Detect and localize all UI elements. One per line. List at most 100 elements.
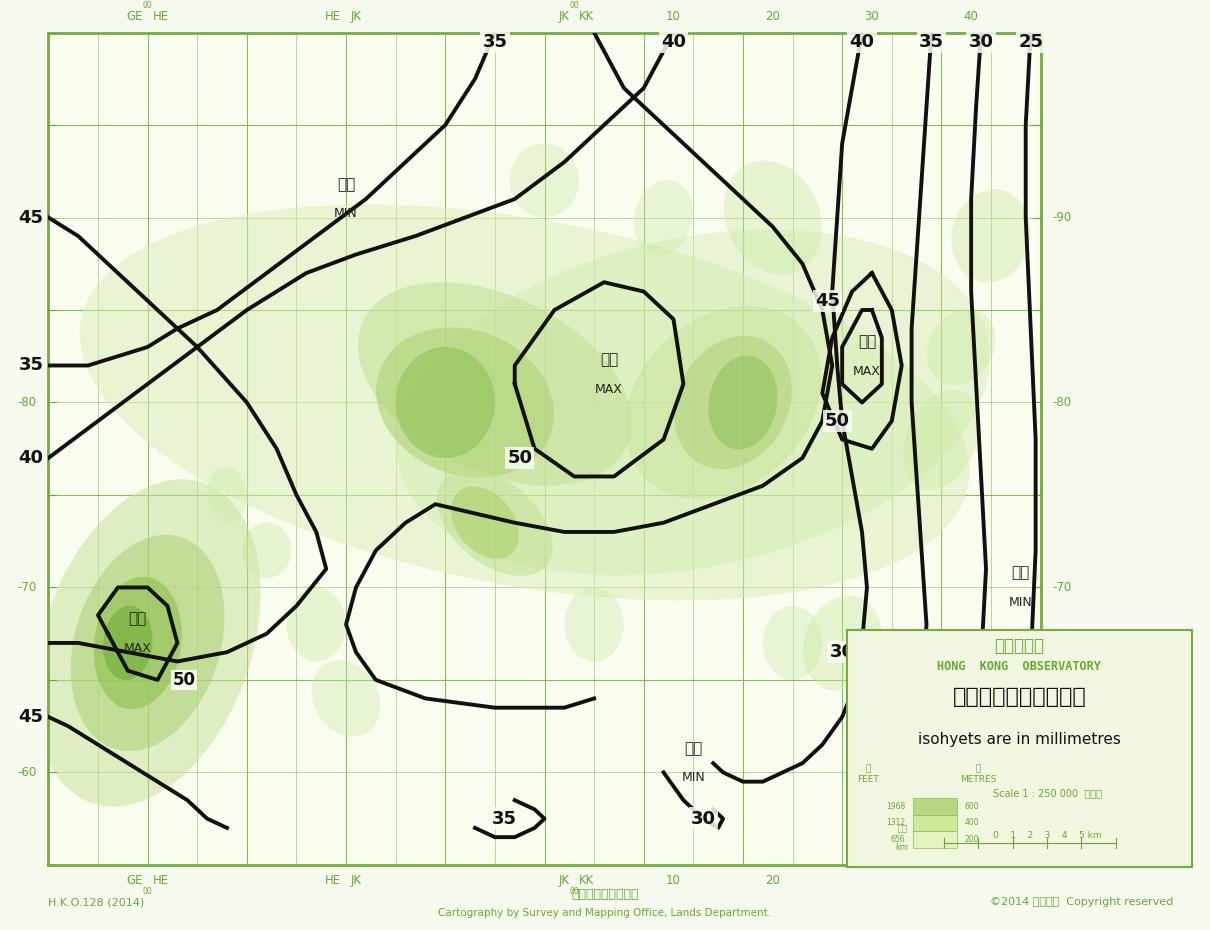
Ellipse shape [927, 309, 996, 385]
Ellipse shape [509, 143, 580, 218]
Text: 最低: 最低 [1012, 565, 1030, 580]
Ellipse shape [626, 306, 822, 499]
Text: HE: HE [152, 874, 168, 887]
Text: MAX: MAX [853, 365, 881, 378]
Text: 656: 656 [891, 835, 905, 844]
Ellipse shape [564, 588, 624, 661]
Text: 最高: 最高 [128, 611, 146, 627]
Text: isohyets are in millimetres: isohyets are in millimetres [918, 732, 1120, 747]
Text: H.K.O.128 (2014): H.K.O.128 (2014) [48, 897, 145, 907]
Ellipse shape [903, 389, 980, 490]
Text: 40: 40 [18, 449, 44, 467]
Text: -60: -60 [1053, 766, 1072, 779]
Text: 00: 00 [570, 1, 580, 10]
Text: 400: 400 [964, 818, 979, 828]
Ellipse shape [242, 523, 292, 578]
Text: 50: 50 [172, 671, 196, 689]
Text: 呎
FEET: 呎 FEET [857, 764, 878, 784]
Text: 35: 35 [918, 33, 944, 51]
Text: HONG  KONG  OBSERVATORY: HONG KONG OBSERVATORY [938, 660, 1101, 673]
Text: 1312: 1312 [887, 818, 905, 828]
Text: -90: -90 [17, 211, 36, 224]
Ellipse shape [724, 161, 822, 274]
Text: 50: 50 [825, 412, 849, 430]
Text: JK: JK [351, 874, 362, 887]
Text: KK: KK [580, 874, 594, 887]
Text: 45: 45 [814, 292, 840, 310]
Text: 0    1    2    3    4    5 km: 0 1 2 3 4 5 km [992, 831, 1101, 840]
Text: 30: 30 [909, 726, 934, 744]
Text: JK: JK [558, 10, 569, 23]
Ellipse shape [207, 467, 247, 523]
Ellipse shape [634, 179, 693, 255]
Text: KK: KK [580, 10, 594, 23]
Ellipse shape [35, 479, 260, 806]
Text: Scale 1 : 250 000  比例尺: Scale 1 : 250 000 比例尺 [992, 789, 1101, 799]
Text: 35: 35 [18, 356, 44, 375]
Text: MIN: MIN [1009, 596, 1032, 609]
Text: 25: 25 [1018, 33, 1043, 51]
Text: JK: JK [351, 10, 362, 23]
Text: -70: -70 [17, 581, 36, 594]
Text: km: km [895, 843, 909, 852]
Text: 10: 10 [666, 10, 681, 23]
Text: HE: HE [152, 10, 168, 23]
Text: MAX: MAX [595, 383, 623, 396]
Text: 40: 40 [963, 10, 979, 23]
Text: 600: 600 [964, 802, 979, 811]
Text: 最低: 最低 [336, 177, 356, 192]
Text: 30: 30 [968, 33, 993, 51]
Text: HE: HE [325, 10, 341, 23]
Ellipse shape [358, 283, 632, 485]
Text: 等雨量線以毫米為單位: 等雨量線以毫米為單位 [952, 686, 1087, 707]
Ellipse shape [803, 595, 881, 690]
Ellipse shape [376, 327, 554, 478]
Ellipse shape [287, 588, 346, 661]
Ellipse shape [397, 230, 990, 576]
Ellipse shape [451, 486, 519, 559]
Text: -80: -80 [17, 396, 36, 409]
Text: 30: 30 [830, 644, 854, 661]
Text: 35: 35 [483, 33, 507, 51]
Text: 最低: 最低 [684, 741, 703, 756]
Text: 20: 20 [765, 10, 780, 23]
Text: 地政總署測繪處繪製: 地政總署測繪處繪製 [571, 888, 639, 901]
Text: JK: JK [558, 874, 569, 887]
Text: 50: 50 [507, 449, 532, 467]
Text: -60: -60 [17, 766, 36, 779]
Text: 30: 30 [865, 10, 880, 23]
Text: 20: 20 [765, 874, 780, 887]
Text: MAX: MAX [123, 642, 151, 655]
Ellipse shape [80, 205, 969, 601]
Text: 25: 25 [968, 745, 993, 763]
Text: Cartography by Survey and Mapping Office, Lands Department.: Cartography by Survey and Mapping Office… [438, 909, 772, 918]
Text: -80: -80 [1053, 396, 1072, 409]
Ellipse shape [437, 470, 553, 576]
Text: MIN: MIN [334, 207, 358, 220]
Ellipse shape [951, 190, 1031, 283]
Text: -90: -90 [1053, 211, 1072, 224]
Text: 00: 00 [143, 1, 152, 10]
Text: 35: 35 [492, 810, 518, 828]
Text: HE: HE [325, 874, 341, 887]
Text: 10: 10 [666, 874, 681, 887]
Ellipse shape [762, 606, 823, 680]
Ellipse shape [396, 347, 495, 458]
Text: 200: 200 [964, 835, 979, 844]
Text: 米
METRES: 米 METRES [960, 764, 996, 784]
Text: -70: -70 [1053, 581, 1072, 594]
Text: 40: 40 [661, 33, 686, 51]
Ellipse shape [674, 336, 793, 469]
Ellipse shape [312, 660, 380, 737]
Text: ©2014 版權所有  Copyright reserved: ©2014 版權所有 Copyright reserved [990, 897, 1174, 907]
Ellipse shape [709, 355, 777, 449]
Text: 30: 30 [691, 810, 716, 828]
Bar [912, 831, 957, 848]
Ellipse shape [858, 641, 926, 720]
Text: 00: 00 [570, 887, 580, 897]
Ellipse shape [93, 577, 182, 709]
Text: 40: 40 [849, 33, 875, 51]
Ellipse shape [103, 605, 152, 680]
Text: 公里: 公里 [897, 824, 908, 833]
Text: GE: GE [126, 874, 143, 887]
